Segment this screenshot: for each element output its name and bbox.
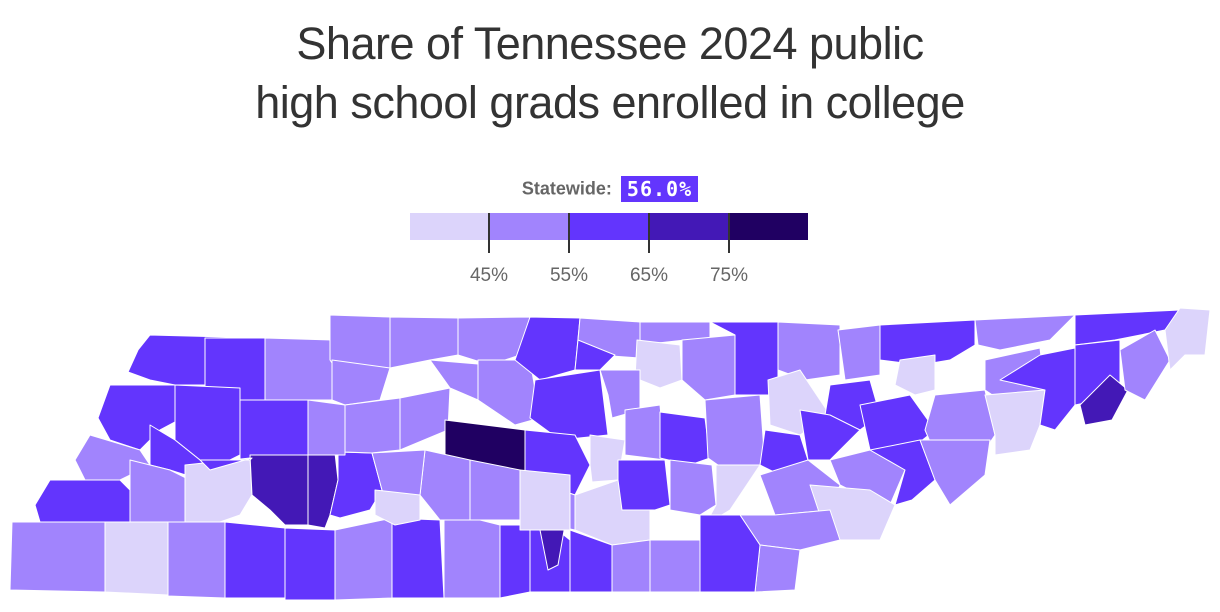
legend-bin-5: [728, 213, 808, 240]
county-shape: [919, 439, 991, 506]
legend-bin-1: [410, 213, 490, 240]
county-shape: [199, 457, 253, 471]
county-shape: [1074, 309, 1181, 346]
county-layer: [9, 307, 1211, 601]
title-line-1: Share of Tennessee 2024 public: [296, 18, 924, 69]
county-shape: [519, 469, 571, 531]
county-shape: [1079, 374, 1129, 426]
county-shape: [239, 399, 309, 461]
county-shape: [649, 539, 701, 593]
county-shape: [344, 397, 401, 454]
county-shape: [443, 519, 501, 599]
county-shape: [104, 521, 169, 596]
county-shape: [9, 521, 106, 593]
county-shape: [669, 459, 717, 516]
legend-tick: [648, 213, 650, 253]
county-shape: [704, 394, 766, 471]
county-shape: [611, 539, 651, 593]
county-shape: [334, 517, 401, 601]
legend-tick-label: 45%: [469, 265, 509, 286]
county-shape: [499, 524, 531, 599]
county-shape: [34, 479, 131, 526]
county-shape: [374, 489, 421, 526]
legend-tick-label: 75%: [709, 265, 749, 286]
county-shape: [681, 334, 736, 401]
county-shape: [307, 399, 346, 456]
county-shape: [399, 387, 451, 451]
county-shape: [224, 521, 286, 599]
color-legend: 45% 55% 65% 75%: [410, 213, 808, 293]
county-shape: [264, 337, 333, 401]
county-shape: [284, 527, 336, 601]
county-shape: [249, 454, 309, 526]
statewide-value-badge: 56.0%: [620, 176, 699, 202]
county-shape: [167, 521, 226, 599]
statewide-label: Statewide:: [521, 178, 612, 199]
county-shape: [634, 339, 683, 389]
legend-tick-label: 65%: [629, 265, 669, 286]
county-shape: [777, 321, 841, 381]
county-shape: [589, 434, 626, 483]
tennessee-county-map: [9, 307, 1211, 601]
county-shape: [529, 369, 609, 441]
county-shape: [389, 316, 459, 369]
county-shape: [624, 404, 666, 461]
legend-color-bar: [410, 213, 808, 240]
county-shape: [837, 324, 881, 381]
legend-bin-4: [648, 213, 729, 240]
county-shape: [984, 389, 1046, 456]
county-shape: [799, 409, 861, 461]
legend-tick: [488, 213, 490, 253]
county-shape: [999, 347, 1076, 431]
county-shape: [659, 411, 711, 466]
county-shape: [1119, 329, 1171, 401]
county-shape: [307, 451, 339, 529]
legend-tick: [568, 213, 570, 253]
county-shape: [469, 459, 521, 521]
statewide-indicator: Statewide: 56.0%: [0, 176, 1220, 202]
legend-tick: [728, 213, 730, 253]
county-shape: [617, 459, 671, 511]
legend-bin-3: [569, 213, 649, 240]
county-shape: [894, 354, 936, 396]
legend-bin-2: [489, 213, 570, 240]
title-line-2: high school grads enrolled in college: [255, 77, 965, 128]
county-shape: [1164, 307, 1211, 371]
county-shape: [754, 544, 801, 593]
county-shape: [419, 449, 471, 521]
county-shape: [391, 517, 445, 599]
county-shape: [514, 316, 581, 381]
county-shape: [331, 359, 391, 406]
legend-tick-label: 55%: [549, 265, 589, 286]
county-shape: [974, 314, 1076, 351]
chart-title: Share of Tennessee 2024 public high scho…: [0, 14, 1220, 132]
